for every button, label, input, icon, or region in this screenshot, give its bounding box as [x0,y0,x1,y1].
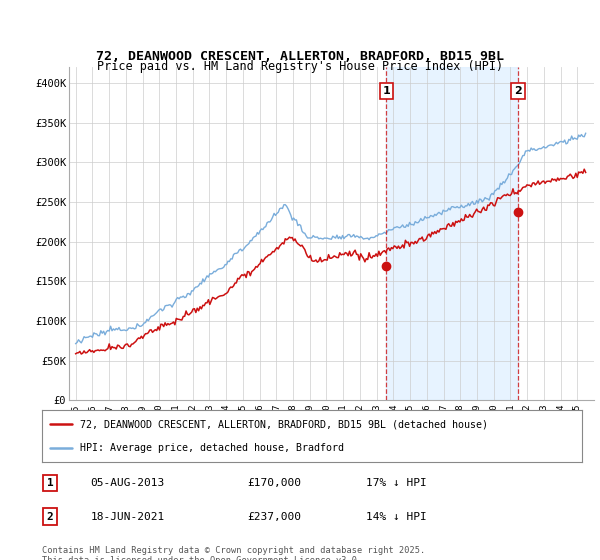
Text: £170,000: £170,000 [247,478,301,488]
Text: 05-AUG-2013: 05-AUG-2013 [91,478,165,488]
Text: 17% ↓ HPI: 17% ↓ HPI [366,478,427,488]
Text: 1: 1 [382,86,390,96]
Text: 2: 2 [47,512,53,521]
Text: 72, DEANWOOD CRESCENT, ALLERTON, BRADFORD, BD15 9BL (detached house): 72, DEANWOOD CRESCENT, ALLERTON, BRADFOR… [80,419,488,430]
Text: HPI: Average price, detached house, Bradford: HPI: Average price, detached house, Brad… [80,443,344,453]
Text: 2: 2 [514,86,522,96]
Text: £237,000: £237,000 [247,512,301,521]
Text: 72, DEANWOOD CRESCENT, ALLERTON, BRADFORD, BD15 9BL: 72, DEANWOOD CRESCENT, ALLERTON, BRADFOR… [96,49,504,63]
Text: 14% ↓ HPI: 14% ↓ HPI [366,512,427,521]
Text: Contains HM Land Registry data © Crown copyright and database right 2025.
This d: Contains HM Land Registry data © Crown c… [42,546,425,560]
Text: 18-JUN-2021: 18-JUN-2021 [91,512,165,521]
Text: Price paid vs. HM Land Registry's House Price Index (HPI): Price paid vs. HM Land Registry's House … [97,60,503,73]
Text: 1: 1 [47,478,53,488]
Bar [386,67,518,400]
